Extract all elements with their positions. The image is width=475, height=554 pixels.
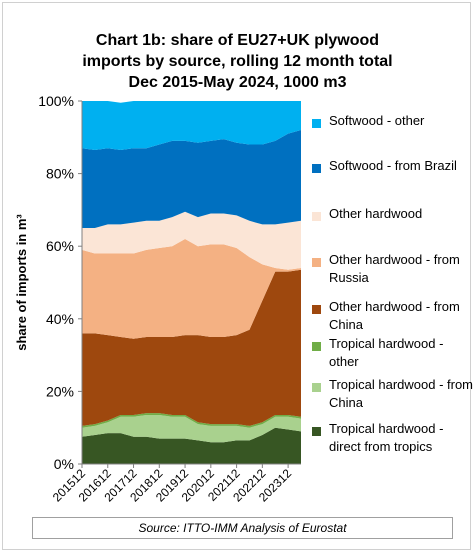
y-axis-title: share of imports in m³ — [14, 214, 29, 351]
legend-label: Other hardwood - from China — [329, 299, 460, 332]
legend-swatch — [312, 119, 321, 128]
legend-swatch — [312, 305, 321, 314]
legend-swatch — [312, 212, 321, 221]
legend-swatch — [312, 383, 321, 392]
y-tick-label: 80% — [46, 166, 74, 182]
y-tick-label: 60% — [46, 238, 74, 254]
y-tick-label: 0% — [54, 456, 74, 472]
y-tick-label: 20% — [46, 383, 74, 399]
area-series-5 — [82, 211, 301, 270]
legend-label: Softwood - other — [329, 113, 425, 128]
area-series-3 — [82, 269, 301, 426]
chart-source: Source: ITTO-IMM Analysis of Eurostat — [32, 517, 453, 539]
legend-label: Tropical hardwood - from China — [329, 377, 474, 410]
chart-title: Chart 1b: share of EU27+UK plywood impor… — [0, 30, 475, 93]
y-tick-label: 100% — [38, 93, 74, 109]
chart-title-line-1: Chart 1b: share of EU27+UK plywood — [95, 32, 380, 49]
chart-title-line-3: Dec 2015-May 2024, 1000 m3 — [128, 74, 347, 91]
legend-swatch — [312, 258, 321, 267]
area-series-4 — [82, 238, 301, 339]
legend-swatch — [312, 427, 321, 436]
y-tick-label: 40% — [46, 311, 74, 327]
area-series-7 — [82, 101, 301, 150]
legend-label: Other hardwood — [329, 206, 423, 221]
area-series-2 — [82, 413, 301, 428]
legend-swatch — [312, 164, 321, 173]
area-series-6 — [82, 130, 301, 229]
legend-label: Other hardwood - from Russia — [329, 252, 460, 285]
legend-label: Tropical hardwood - other — [329, 336, 444, 369]
legend-label: Softwood - from Brazil — [329, 158, 457, 173]
area-series-0 — [82, 427, 301, 464]
chart-title-line-2: imports by source, rolling 12 month tota… — [82, 53, 393, 70]
legend-label: Tropical hardwood - direct from tropics — [329, 421, 444, 454]
area-series-1 — [82, 415, 301, 443]
legend-swatch — [312, 342, 321, 351]
